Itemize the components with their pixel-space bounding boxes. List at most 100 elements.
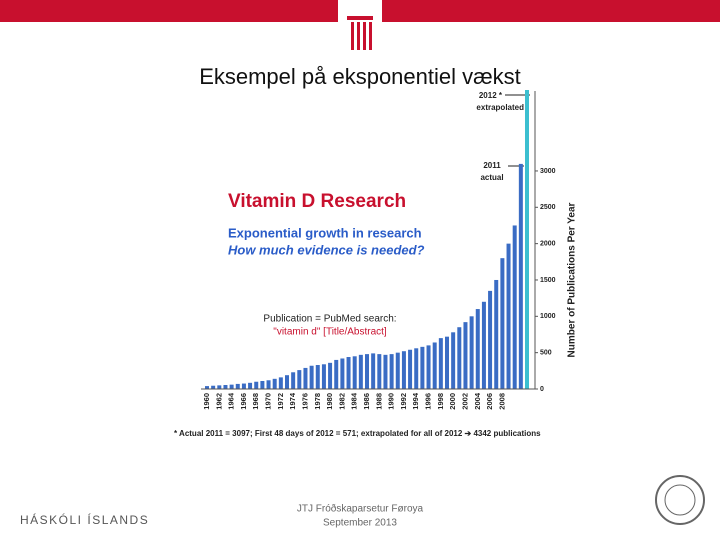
bar: [426, 345, 431, 389]
annotation: 2012 *: [479, 91, 503, 100]
bar: [278, 377, 283, 389]
x-tick-label: 1972: [276, 393, 285, 410]
slide-title: Eksempel på eksponentiel vækst: [199, 64, 521, 89]
bar: [223, 385, 228, 389]
annotation: 2011: [483, 161, 501, 170]
header-band: [382, 0, 720, 22]
chart-title: Vitamin D Research: [228, 191, 406, 212]
bar: [420, 346, 425, 389]
bar: [475, 309, 480, 389]
bar: [254, 381, 259, 389]
bar: [438, 338, 443, 389]
bar: [291, 372, 296, 389]
annotation: Publication = PubMed search:: [263, 314, 396, 325]
bar: [463, 322, 468, 389]
bar: [371, 353, 376, 389]
x-tick-label: 1988: [374, 393, 383, 410]
bar: [414, 348, 419, 389]
bar: [248, 382, 253, 389]
bar: [315, 365, 320, 389]
bar: [401, 351, 406, 389]
bar: [457, 327, 462, 389]
x-tick-label: 2002: [460, 393, 469, 410]
y-tick-label: 500: [540, 350, 552, 357]
y-tick-label: 0: [540, 386, 544, 393]
annotation: actual: [480, 173, 503, 182]
bar: [297, 370, 302, 389]
x-tick-label: 1984: [350, 392, 359, 410]
bar: [395, 352, 400, 389]
footer: JTJ Fróðskaparsetur Føroya: [297, 503, 424, 515]
bar: [383, 354, 388, 389]
bar: [494, 279, 499, 389]
annotation: extrapolated: [476, 103, 524, 112]
y-tick-label: 2500: [540, 204, 556, 211]
header-band: [0, 0, 338, 22]
y-tick-label: 3000: [540, 168, 556, 175]
bar: [340, 358, 345, 389]
y-tick-label: 2000: [540, 240, 556, 247]
bar: [303, 367, 308, 389]
bar: [500, 258, 505, 389]
bar: [481, 301, 486, 389]
logo-text: HÁSKÓLI ÍSLANDS: [20, 512, 149, 527]
x-tick-label: 2000: [448, 393, 457, 410]
x-tick-label: 1964: [227, 392, 236, 410]
bar: [217, 385, 222, 389]
bar: [346, 357, 351, 389]
bar: [377, 354, 382, 389]
footer: September 2013: [323, 518, 397, 529]
y-tick-label: 1500: [540, 277, 556, 284]
bar: [229, 384, 234, 389]
y-axis-label: Number of Publications Per Year: [567, 202, 578, 357]
bar: [321, 364, 326, 389]
bar: [389, 354, 394, 389]
chart-subtitle: How much evidence is needed?: [228, 242, 425, 257]
x-tick-label: 2004: [473, 392, 482, 410]
bar: [241, 383, 246, 389]
bar: [205, 386, 209, 389]
bar: [285, 375, 289, 389]
bar: [408, 349, 413, 389]
x-tick-label: 1986: [362, 393, 371, 410]
x-tick-label: 1980: [325, 393, 334, 410]
bar: [272, 378, 277, 389]
x-tick-label: 1996: [424, 393, 433, 410]
bar: [328, 362, 333, 389]
bar: [451, 332, 456, 389]
x-tick-label: 1960: [202, 393, 211, 410]
x-tick-label: 1966: [239, 393, 248, 410]
bar: [211, 385, 216, 389]
x-tick-label: 1992: [399, 393, 408, 410]
bar: [365, 354, 369, 389]
x-tick-label: 1962: [214, 393, 223, 410]
x-tick-label: 1982: [337, 393, 346, 410]
bar: [506, 243, 511, 389]
x-tick-label: 1976: [300, 393, 309, 410]
bar: [260, 381, 265, 389]
x-tick-label: 1998: [436, 393, 445, 410]
x-tick-label: 1970: [264, 393, 273, 410]
x-tick-label: 2006: [485, 393, 494, 410]
bar: [334, 359, 339, 389]
chart-subtitle: Exponential growth in research: [228, 225, 422, 240]
bar: [432, 342, 437, 389]
x-tick-label: 1974: [288, 392, 297, 410]
y-tick-label: 1000: [540, 313, 556, 320]
x-tick-label: 1994: [411, 392, 420, 410]
bar: [309, 365, 314, 389]
bar: [488, 290, 493, 389]
x-tick-label: 1978: [313, 393, 322, 410]
bar: [266, 380, 271, 389]
footnote: * Actual 2011 = 3097; First 48 days of 2…: [174, 429, 541, 438]
bar: [445, 336, 449, 389]
x-tick-label: 1990: [387, 393, 396, 410]
bar: [352, 356, 357, 389]
x-tick-label: 1968: [251, 393, 260, 410]
header-logo: [347, 16, 373, 50]
x-tick-label: 2008: [497, 393, 506, 410]
bar: [358, 354, 363, 389]
seal: [655, 475, 705, 525]
annotation: "vitamin d" [Title/Abstract]: [273, 327, 387, 338]
